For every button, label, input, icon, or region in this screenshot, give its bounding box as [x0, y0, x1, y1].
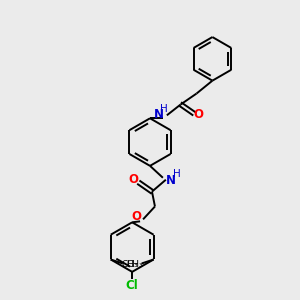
Text: CH₃: CH₃ [127, 260, 143, 269]
Text: O: O [128, 173, 138, 186]
Text: H: H [173, 169, 181, 179]
Text: H: H [160, 104, 168, 114]
Text: N: N [166, 174, 176, 187]
Text: O: O [194, 108, 203, 121]
Text: N: N [154, 108, 164, 121]
Text: O: O [131, 210, 141, 223]
Text: Cl: Cl [126, 279, 139, 292]
Text: CH₃: CH₃ [121, 260, 138, 269]
